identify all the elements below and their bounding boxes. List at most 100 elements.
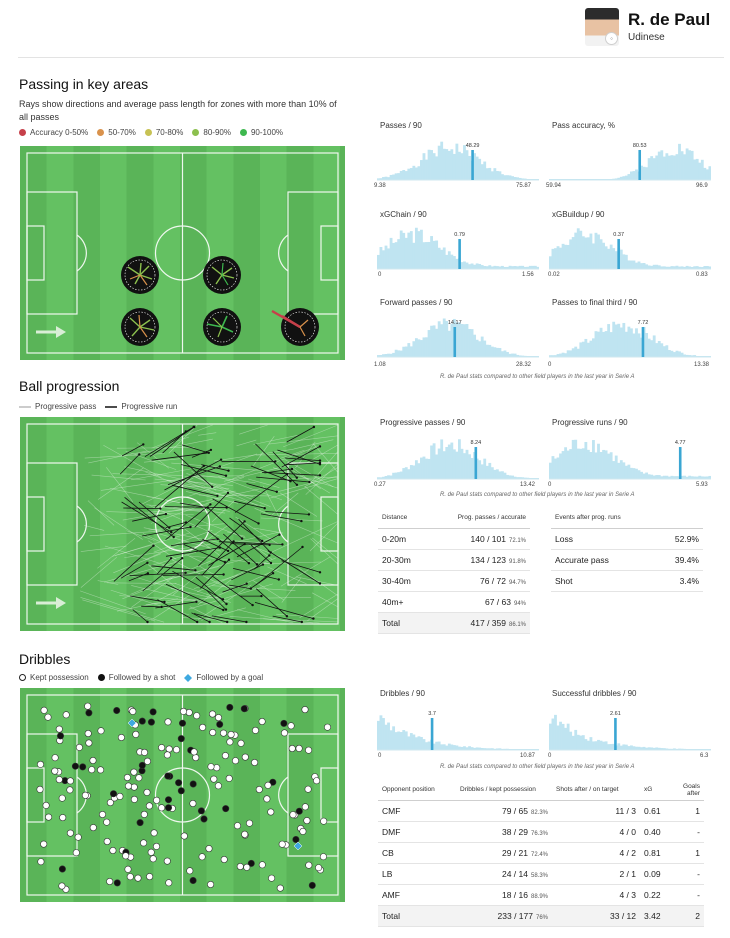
progressive-run-end xyxy=(255,563,259,566)
progressive-pass-line xyxy=(188,583,273,610)
histogram-bar xyxy=(468,328,471,357)
table-header: Prog. passes / accurate xyxy=(427,508,530,529)
histogram-bar xyxy=(589,737,593,750)
histogram-bar xyxy=(432,743,436,750)
progressive-run-end xyxy=(189,525,192,529)
histogram-bar xyxy=(402,170,406,180)
progressive-pass-line xyxy=(262,485,281,520)
histogram-bar xyxy=(495,469,499,479)
table-row: DMF 38 / 29 76.3% 4 / 0 0.40 - xyxy=(378,821,704,843)
dribbles-legend: Kept possession Followed by a shot Follo… xyxy=(19,673,263,682)
histogram-bar xyxy=(430,325,433,357)
histogram-bar xyxy=(650,474,654,479)
histogram-bar xyxy=(516,354,520,357)
progressive-run-line xyxy=(272,451,298,478)
dribble-shot-marker xyxy=(240,705,248,713)
percent-text: 94.7% xyxy=(508,579,526,586)
histogram-bar xyxy=(531,265,535,269)
percent-text: 82.3% xyxy=(530,809,548,816)
dribble-kept-marker xyxy=(209,728,217,736)
histogram-bar xyxy=(670,155,674,180)
player-value-label: 7.72 xyxy=(638,320,649,326)
histogram-bar xyxy=(556,725,560,750)
histogram-bar xyxy=(508,175,512,180)
histogram-bar xyxy=(427,330,431,357)
progressive-pass-line xyxy=(189,606,223,624)
progressive-run-end xyxy=(196,620,199,624)
histogram-bar xyxy=(397,239,401,269)
histogram-bar xyxy=(655,155,659,180)
dribble-shot-marker xyxy=(110,790,118,798)
dribble-kept-marker xyxy=(36,785,44,793)
progressive-pass-line xyxy=(130,560,212,595)
progressive-run-end xyxy=(170,531,173,534)
histogram-bar xyxy=(384,724,388,750)
player-value-marker xyxy=(474,447,478,479)
histogram-bar xyxy=(458,151,461,180)
section-title-passing: Passing in key areas xyxy=(19,76,149,92)
progressive-pass-line xyxy=(305,463,339,495)
player-value-label: 80.53 xyxy=(633,143,647,149)
histogram-bar xyxy=(660,266,664,269)
dribble-kept-marker xyxy=(88,766,96,774)
legend-label: 50-70% xyxy=(108,128,136,137)
progressive-pass-line xyxy=(149,551,197,567)
value-text: 140 / 101 xyxy=(470,533,506,544)
club-name: Udinese xyxy=(628,32,665,43)
shots-cell: 33 / 12 xyxy=(552,905,640,927)
progressive-run-end xyxy=(211,485,214,488)
histogram-bar xyxy=(407,469,411,479)
histogram-bar xyxy=(414,338,418,357)
histogram-bar xyxy=(642,746,646,750)
progressive-pass-line xyxy=(146,496,230,512)
histogram-bar xyxy=(470,329,474,357)
hist-max-xgchain: 1.56 xyxy=(522,272,534,278)
player-name: R. de Paul xyxy=(628,10,711,29)
progressive-pass-line xyxy=(171,462,261,471)
histogram-bar xyxy=(458,746,461,750)
dribble-kept-marker xyxy=(146,873,154,881)
progressive-run-line xyxy=(262,472,321,476)
table-row: CMF 79 / 65 82.3% 11 / 3 0.61 1 xyxy=(378,800,704,822)
histogram-bar xyxy=(412,165,416,180)
histogram-bar xyxy=(483,458,487,479)
histogram-bar xyxy=(640,747,643,750)
histogram-bar xyxy=(465,150,469,180)
hist-min-dribbles: 0 xyxy=(378,753,382,759)
progressive-pass-line xyxy=(236,439,257,447)
progressive-run-end xyxy=(192,425,195,429)
progressive-run-line xyxy=(254,602,314,619)
progressive-pass-line xyxy=(106,467,134,502)
histogram-bar xyxy=(635,468,638,479)
dribble-shot-marker xyxy=(175,779,183,787)
shots-cell: 4 / 0 xyxy=(552,821,640,843)
progressive-run-line xyxy=(167,466,221,485)
histogram-bar xyxy=(673,266,676,269)
histogram-bar xyxy=(465,262,469,269)
dribble-shot-marker xyxy=(292,836,300,844)
passing-pitch xyxy=(20,146,345,360)
histogram-bar xyxy=(468,454,471,479)
histogram-bar xyxy=(609,744,613,750)
histogram-bar xyxy=(549,256,552,269)
progressive-pass-line xyxy=(248,478,280,488)
legend-dot xyxy=(239,129,247,136)
progressive-pass-line xyxy=(310,538,339,565)
player-value-label: 4.77 xyxy=(675,440,686,446)
progressive-run-line xyxy=(211,575,253,606)
dribble-kept-marker xyxy=(132,730,140,738)
progressive-pass-line xyxy=(235,516,279,545)
histogram-bar xyxy=(589,452,593,479)
progressive-pass-line xyxy=(285,619,339,623)
histogram-bar xyxy=(490,346,494,357)
histogram-bar xyxy=(488,344,492,357)
histogram-bar xyxy=(683,266,686,269)
histogram-bar xyxy=(635,169,638,180)
histogram-bar xyxy=(673,155,676,180)
progressive-run-end xyxy=(261,539,264,543)
dribble-kept-marker xyxy=(103,838,111,846)
histogram-bar xyxy=(624,465,628,479)
legend-dot xyxy=(144,129,152,136)
histogram-bar xyxy=(475,339,479,357)
histogram-bar xyxy=(420,229,423,269)
